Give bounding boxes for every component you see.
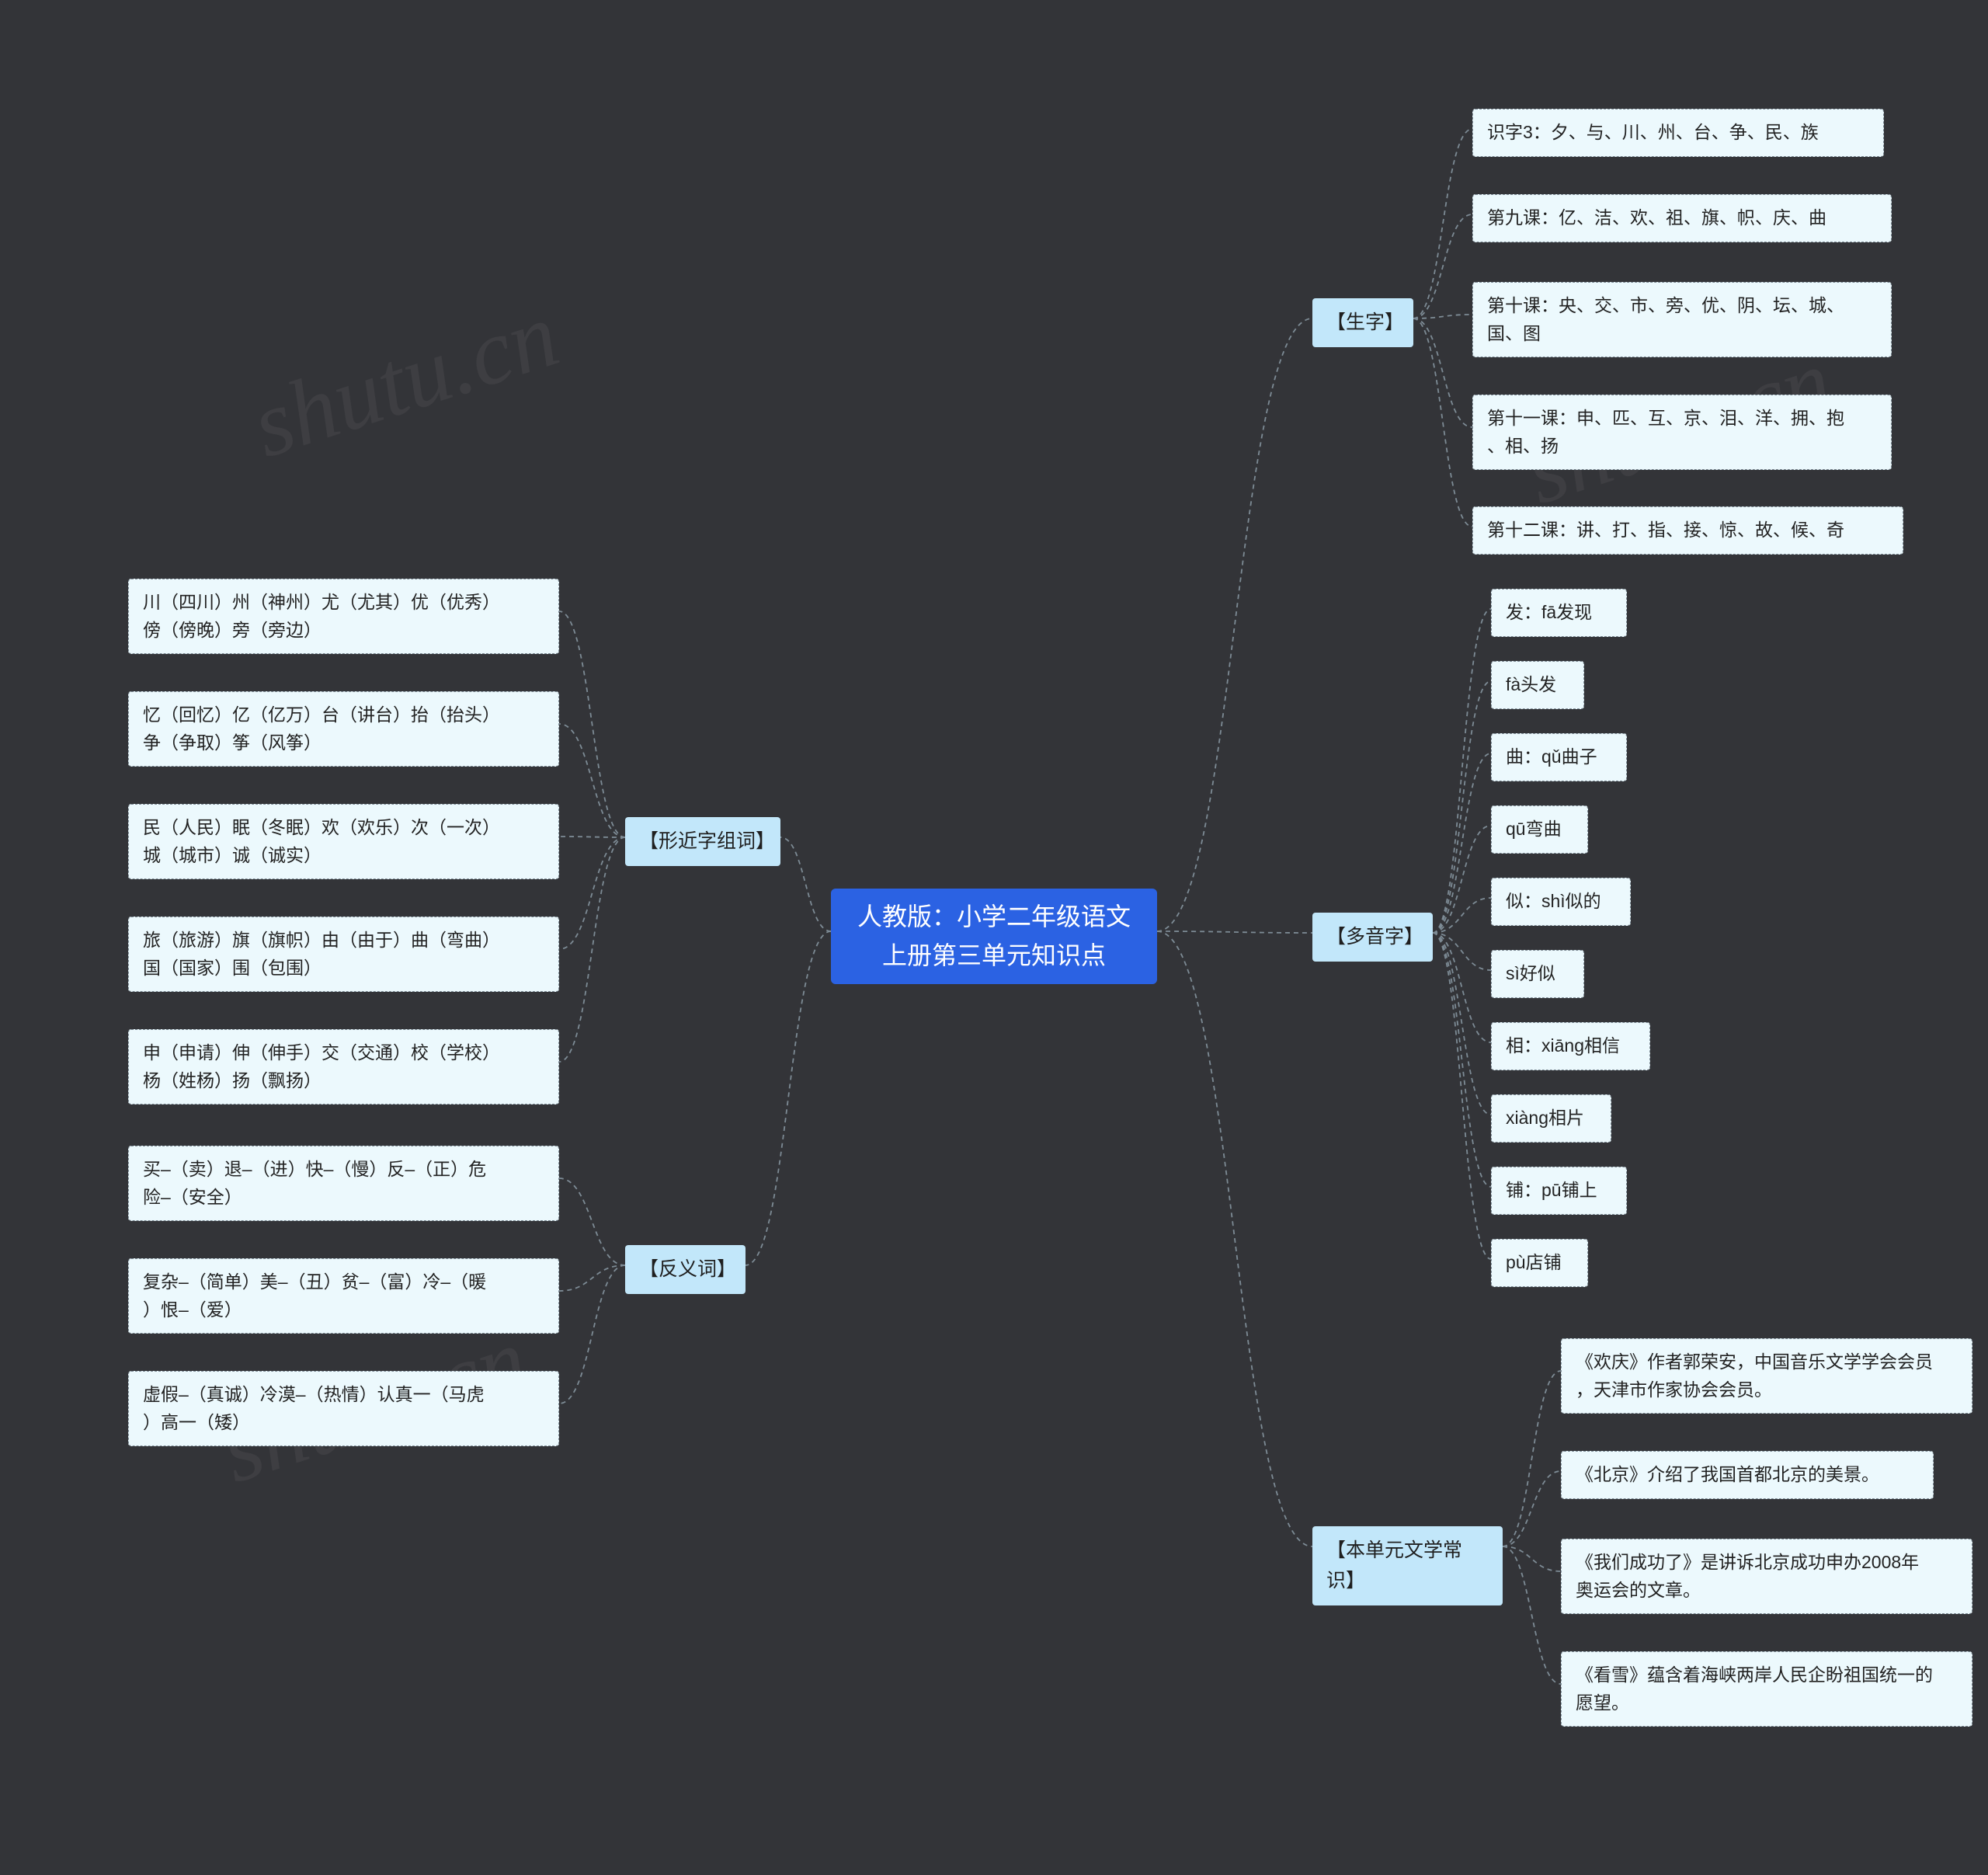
leaf-dyz-9: pù店铺 xyxy=(1491,1239,1588,1287)
leaf-text-dyz-1: fà头发 xyxy=(1506,674,1556,694)
root-line1: 人教版：小学二年级语文 xyxy=(857,903,1131,931)
leaf-text-xjz-0-l2: 傍（傍晚）旁（旁边） xyxy=(143,620,321,640)
root-node: 人教版：小学二年级语文上册第三单元知识点 xyxy=(831,889,1157,984)
leaf-text-sz-4: 第十二课：讲、打、指、接、惊、故、候、奇 xyxy=(1487,520,1844,540)
leaf-wx-3: 《看雪》蕴含着海峡两岸人民企盼祖国统一的愿望。 xyxy=(1561,1651,1972,1727)
leaf-text-wx-0-l2: ，天津市作家协会会员。 xyxy=(1576,1379,1772,1400)
branch-dyz: 【多音字】 xyxy=(1312,913,1433,962)
leaf-text-xjz-2-l1: 民（人民）眠（冬眠）欢（欢乐）次（一次） xyxy=(143,817,500,837)
leaf-text-dyz-2: 曲：qǔ曲子 xyxy=(1506,746,1597,767)
leaf-text-sz-1: 第九课：亿、洁、欢、祖、旗、帜、庆、曲 xyxy=(1487,207,1826,228)
leaf-sz-3: 第十一课：申、匹、互、京、泪、洋、拥、抱、相、扬 xyxy=(1472,395,1892,470)
branch-fyc: 【反义词】 xyxy=(625,1245,746,1294)
leaf-text-dyz-9: pù店铺 xyxy=(1506,1252,1562,1272)
leaf-wx-0: 《欢庆》作者郭荣安，中国音乐文学学会会员 ，天津市作家协会会员。 xyxy=(1561,1338,1972,1414)
branch-label-wx: 【本单元文学常识】 xyxy=(1326,1539,1462,1591)
leaf-text-fyc-1-l2: ）恨–（爱） xyxy=(143,1299,242,1320)
leaf-text-sz-3-l2: 、相、扬 xyxy=(1487,436,1559,456)
leaf-dyz-5: sì好似 xyxy=(1491,950,1584,998)
branch-label-fyc: 【反义词】 xyxy=(639,1258,736,1280)
leaf-sz-2: 第十课：央、交、市、旁、优、阴、坛、城、国、图 xyxy=(1472,282,1892,357)
leaf-text-fyc-0-l2: 险–（安全） xyxy=(143,1187,242,1207)
leaf-text-fyc-2-l2: ）高一（矮） xyxy=(143,1412,250,1432)
root-line2: 上册第三单元知识点 xyxy=(882,941,1106,969)
watermark: shutu.cn xyxy=(240,280,571,479)
leaf-text-fyc-2-l1: 虚假–（真诚）冷漠–（热情）认真一（马虎 xyxy=(143,1384,485,1404)
leaf-fyc-1: 复杂–（简单）美–（丑）贫–（富）冷–（暖 ）恨–（爱） xyxy=(128,1258,559,1334)
leaf-sz-4: 第十二课：讲、打、指、接、惊、故、候、奇 xyxy=(1472,506,1903,555)
leaf-fyc-0: 买–（卖）退–（进）快–（慢）反–（正）危险–（安全） xyxy=(128,1146,559,1221)
leaf-xjz-0: 川（四川）州（神州）尤（尤其）优（优秀） 傍（傍晚）旁（旁边） xyxy=(128,579,559,654)
leaf-text-wx-0-l1: 《欢庆》作者郭荣安，中国音乐文学学会会员 xyxy=(1576,1351,1933,1372)
leaf-text-wx-3-l1: 《看雪》蕴含着海峡两岸人民企盼祖国统一的 xyxy=(1576,1665,1933,1685)
leaf-text-dyz-8: 铺：pū铺上 xyxy=(1506,1180,1597,1200)
leaf-wx-2: 《我们成功了》是讲诉北京成功申办2008年奥运会的文章。 xyxy=(1561,1539,1972,1614)
leaf-dyz-7: xiàng相片 xyxy=(1491,1094,1611,1143)
branch-label-dyz: 【多音字】 xyxy=(1326,926,1423,948)
leaf-dyz-3: qū弯曲 xyxy=(1491,805,1588,854)
branch-wx: 【本单元文学常识】 xyxy=(1312,1526,1503,1605)
leaf-text-dyz-4: 似：shì似的 xyxy=(1506,891,1601,911)
leaf-text-wx-1: 《北京》介绍了我国首都北京的美景。 xyxy=(1576,1464,1879,1484)
leaf-dyz-0: 发：fā发现 xyxy=(1491,589,1627,637)
leaf-text-xjz-4-l1: 申（申请）伸（伸手）交（交通）校（学校） xyxy=(143,1042,500,1063)
leaf-text-sz-0: 识字3：夕、与、川、州、台、争、民、族 xyxy=(1487,122,1819,142)
leaf-text-xjz-3-l1: 旅（旅游）旗（旗帜）由（由于）曲（弯曲） xyxy=(143,930,500,950)
leaf-text-xjz-4-l2: 杨（姓杨）扬（飘扬） xyxy=(143,1070,321,1091)
branch-sz: 【生字】 xyxy=(1312,298,1413,347)
leaf-sz-1: 第九课：亿、洁、欢、祖、旗、帜、庆、曲 xyxy=(1472,194,1892,242)
leaf-text-dyz-6: 相：xiāng相信 xyxy=(1506,1035,1620,1056)
leaf-text-wx-2-l2: 奥运会的文章。 xyxy=(1576,1580,1701,1600)
leaf-text-fyc-1-l1: 复杂–（简单）美–（丑）贫–（富）冷–（暖 xyxy=(143,1271,486,1292)
leaf-text-xjz-2-l2: 城（城市）诚（诚实） xyxy=(143,845,321,865)
leaf-text-dyz-0: 发：fā发现 xyxy=(1506,602,1592,622)
leaf-text-xjz-0-l1: 川（四川）州（神州）尤（尤其）优（优秀） xyxy=(143,592,500,612)
leaf-dyz-4: 似：shì似的 xyxy=(1491,878,1631,926)
branch-label-xjz: 【形近字组词】 xyxy=(639,830,775,852)
leaf-xjz-1: 忆（回忆）亿（亿万）台（讲台）抬（抬头） 争（争取）筝（风筝） xyxy=(128,691,559,767)
leaf-dyz-1: fà头发 xyxy=(1491,661,1584,709)
leaf-wx-1: 《北京》介绍了我国首都北京的美景。 xyxy=(1561,1451,1934,1499)
leaf-dyz-6: 相：xiāng相信 xyxy=(1491,1022,1650,1070)
leaf-text-wx-3-l2: 愿望。 xyxy=(1576,1692,1629,1713)
leaf-text-fyc-0-l1: 买–（卖）退–（进）快–（慢）反–（正）危 xyxy=(143,1159,486,1179)
leaf-xjz-3: 旅（旅游）旗（旗帜）由（由于）曲（弯曲） 国（国家）围（包围） xyxy=(128,917,559,992)
branch-xjz: 【形近字组词】 xyxy=(625,817,780,866)
leaf-xjz-2: 民（人民）眠（冬眠）欢（欢乐）次（一次） 城（城市）诚（诚实） xyxy=(128,804,559,879)
leaf-text-sz-3-l1: 第十一课：申、匹、互、京、泪、洋、拥、抱 xyxy=(1487,408,1844,428)
leaf-text-wx-2-l1: 《我们成功了》是讲诉北京成功申办2008年 xyxy=(1576,1552,1919,1572)
leaf-dyz-2: 曲：qǔ曲子 xyxy=(1491,733,1627,781)
leaf-xjz-4: 申（申请）伸（伸手）交（交通）校（学校） 杨（姓杨）扬（飘扬） xyxy=(128,1029,559,1104)
leaf-fyc-2: 虚假–（真诚）冷漠–（热情）认真一（马虎 ）高一（矮） xyxy=(128,1371,559,1446)
leaf-text-dyz-3: qū弯曲 xyxy=(1506,819,1562,839)
leaf-text-xjz-3-l2: 国（国家）围（包围） xyxy=(143,958,321,978)
leaf-text-sz-2-l1: 第十课：央、交、市、旁、优、阴、坛、城、 xyxy=(1487,295,1844,315)
leaf-text-xjz-1-l2: 争（争取）筝（风筝） xyxy=(143,732,321,753)
leaf-sz-0: 识字3：夕、与、川、州、台、争、民、族 xyxy=(1472,109,1884,157)
leaf-text-dyz-5: sì好似 xyxy=(1506,963,1555,983)
branch-label-sz: 【生字】 xyxy=(1326,311,1404,333)
mindmap-canvas: shutu.cn shutu.cn shutu.cn 人教版：小学二年级语文上册… xyxy=(0,0,1988,1875)
leaf-text-sz-2-l2: 国、图 xyxy=(1487,323,1541,343)
leaf-dyz-8: 铺：pū铺上 xyxy=(1491,1167,1627,1215)
leaf-text-dyz-7: xiàng相片 xyxy=(1506,1108,1584,1128)
leaf-text-xjz-1-l1: 忆（回忆）亿（亿万）台（讲台）抬（抬头） xyxy=(143,704,500,725)
